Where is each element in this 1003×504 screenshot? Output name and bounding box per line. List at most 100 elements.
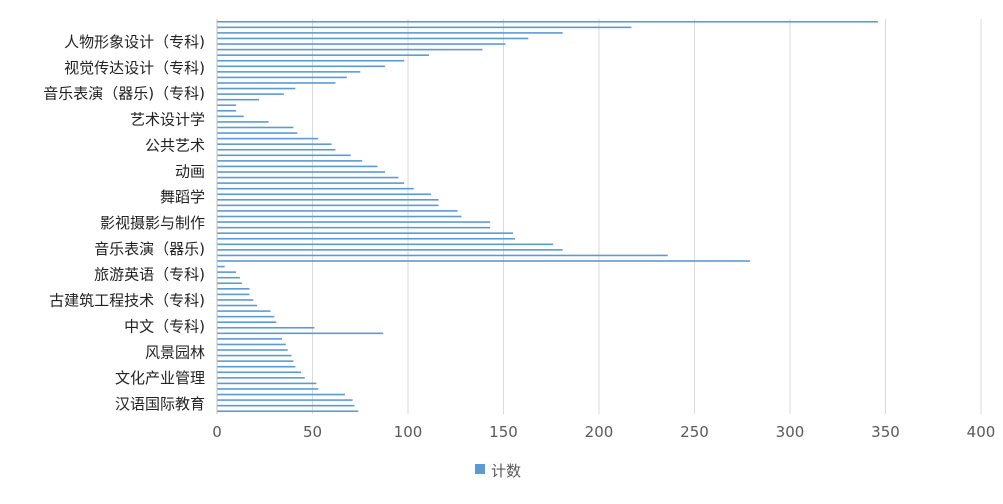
category-labels: 人物形象设计（专科) 视觉传达设计（专科) 音乐表演（器乐)（专科) 艺术设计学公共艺… <box>43 33 205 413</box>
bar[interactable] <box>217 410 359 413</box>
bar[interactable] <box>217 215 462 218</box>
bar[interactable] <box>217 276 240 279</box>
bar[interactable] <box>217 115 244 118</box>
category-label: 人物形象设计（专科) <box>64 33 205 51</box>
x-tick-labels: 0 50 100 150 200 250 300 350 400 <box>212 423 995 441</box>
x-tick-label: 250 <box>680 423 709 441</box>
bar[interactable] <box>217 304 258 307</box>
category-label: 音乐表演（器乐) <box>94 240 205 258</box>
category-label: 公共艺术 <box>145 136 205 154</box>
bar[interactable] <box>217 143 332 145</box>
bar[interactable] <box>217 137 319 140</box>
bar[interactable] <box>217 377 305 379</box>
bar[interactable] <box>217 226 491 229</box>
bar[interactable] <box>217 265 225 268</box>
bar[interactable] <box>217 365 296 368</box>
bar[interactable] <box>217 54 430 56</box>
bar[interactable] <box>217 165 378 168</box>
bar[interactable] <box>217 343 286 346</box>
bar[interactable] <box>217 321 277 323</box>
bar[interactable] <box>217 187 414 190</box>
bar[interactable] <box>217 148 336 151</box>
bar[interactable] <box>217 354 292 357</box>
bar[interactable] <box>217 20 878 23</box>
bar[interactable] <box>217 87 296 90</box>
bar[interactable] <box>217 98 260 101</box>
bar[interactable] <box>217 37 529 40</box>
bar[interactable] <box>217 404 355 407</box>
bar[interactable] <box>217 371 302 374</box>
x-tick-label: 200 <box>585 423 614 441</box>
bar[interactable] <box>217 349 288 351</box>
x-tick-label: 50 <box>303 423 322 441</box>
bar[interactable] <box>217 243 554 246</box>
bar[interactable] <box>217 182 405 184</box>
category-label: 旅游英语（专科) <box>94 266 205 284</box>
bar[interactable] <box>217 104 237 107</box>
category-label: 影视摄影与制作 <box>100 214 205 232</box>
bar[interactable] <box>217 176 399 179</box>
bar[interactable] <box>217 93 284 95</box>
bar[interactable] <box>217 26 632 29</box>
category-label: 中文（专科) <box>124 317 205 335</box>
bar[interactable] <box>217 399 353 401</box>
bar[interactable] <box>217 59 405 62</box>
bar[interactable] <box>217 193 431 196</box>
bar[interactable] <box>217 388 319 390</box>
bar[interactable] <box>217 249 563 251</box>
bar[interactable] <box>217 360 294 362</box>
bar[interactable] <box>217 71 361 73</box>
bar[interactable] <box>217 254 668 257</box>
gridlines <box>312 19 982 414</box>
bar[interactable] <box>217 126 294 129</box>
bar[interactable] <box>217 326 315 329</box>
legend-swatch <box>475 464 485 474</box>
bar[interactable] <box>217 332 384 335</box>
bar[interactable] <box>217 237 515 240</box>
legend-label: 计数 <box>491 462 521 480</box>
bar[interactable] <box>217 110 237 112</box>
x-tick-label: 400 <box>967 423 996 441</box>
bar[interactable] <box>217 221 491 223</box>
bar[interactable] <box>217 393 345 396</box>
category-label: 艺术设计学 <box>130 111 205 129</box>
bar[interactable] <box>217 338 282 340</box>
bar[interactable] <box>217 76 347 79</box>
category-label: 文化产业管理 <box>115 369 205 387</box>
bar[interactable] <box>217 199 439 201</box>
bar[interactable] <box>217 32 563 34</box>
bar[interactable] <box>217 315 275 318</box>
category-label: 风景园林 <box>145 343 205 361</box>
bar[interactable] <box>217 282 242 285</box>
bar[interactable] <box>217 204 439 207</box>
category-label: 音乐表演（器乐)（专科) <box>43 85 205 103</box>
bar[interactable] <box>217 48 483 51</box>
bar[interactable] <box>217 82 336 84</box>
category-label: 动画 <box>175 162 205 180</box>
bar[interactable] <box>217 382 317 385</box>
bar[interactable] <box>217 210 458 212</box>
x-tick-label: 350 <box>871 423 900 441</box>
bar[interactable] <box>217 154 351 157</box>
category-label: 视觉传达设计（专科) <box>64 59 205 77</box>
bar[interactable] <box>217 310 271 312</box>
x-tick-label: 300 <box>776 423 805 441</box>
x-tick-label: 100 <box>394 423 423 441</box>
bar[interactable] <box>217 288 250 290</box>
bar[interactable] <box>217 132 298 134</box>
bar[interactable] <box>217 121 269 123</box>
bar[interactable] <box>217 43 506 45</box>
bar[interactable] <box>217 171 386 173</box>
bar[interactable] <box>217 299 254 301</box>
bar[interactable] <box>217 232 514 234</box>
bar[interactable] <box>217 65 386 68</box>
bar[interactable] <box>217 293 250 296</box>
bar[interactable] <box>217 260 750 262</box>
x-tick-label: 0 <box>212 423 222 441</box>
bar[interactable] <box>217 271 237 273</box>
bar[interactable] <box>217 160 363 162</box>
x-tick-label: 150 <box>489 423 518 441</box>
legend[interactable]: 计数 <box>475 462 521 480</box>
